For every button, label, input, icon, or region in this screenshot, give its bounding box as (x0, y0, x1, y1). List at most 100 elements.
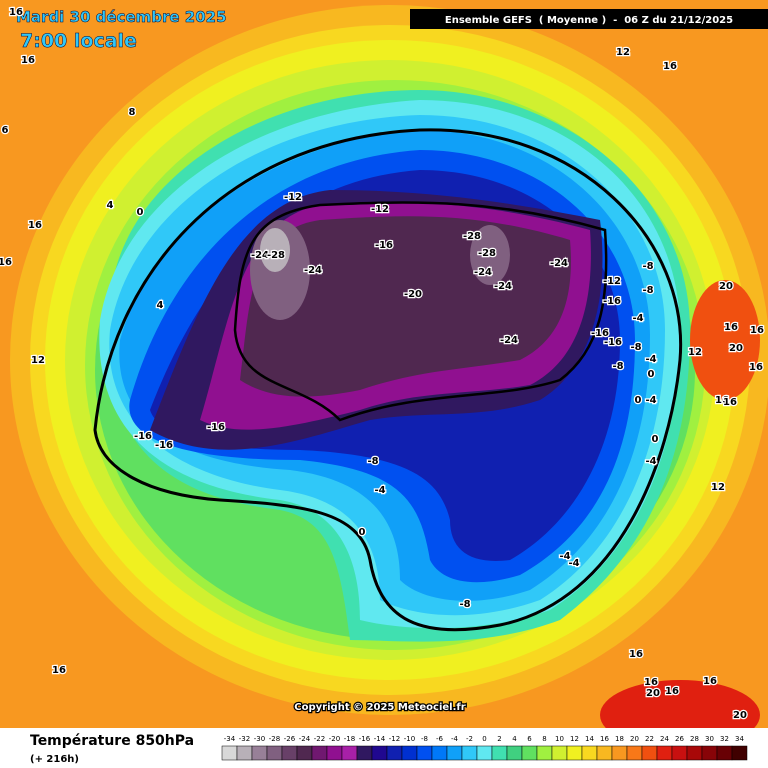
contour-label: -8 (612, 361, 623, 372)
contour-label: 16 (715, 395, 729, 406)
contour-label: -8 (459, 599, 470, 610)
scale-label: 30 (705, 735, 714, 743)
contour-label: 16 (750, 325, 764, 336)
contour-label: -4 (568, 558, 579, 569)
scale-label: 18 (615, 735, 624, 743)
contour-label: 0 (359, 527, 366, 538)
contour-label: 16 (724, 322, 738, 333)
time-title: 7:00 locale (20, 30, 137, 52)
scale-label: -4 (451, 735, 459, 743)
contour-label: 12 (688, 347, 702, 358)
scale-swatch (341, 745, 358, 761)
contour-label: -8 (642, 261, 653, 272)
contour-label: 6 (2, 125, 9, 136)
contour-label: -16 (155, 440, 173, 451)
scale-label: -30 (254, 735, 265, 743)
contour-label: -4 (559, 551, 570, 562)
scale-swatch (386, 745, 403, 761)
scale-label: 0 (482, 735, 486, 743)
scale-label: -6 (436, 735, 444, 743)
contour-label: 20 (729, 343, 743, 354)
scale-label: 32 (720, 735, 729, 743)
scale-swatch (266, 745, 283, 761)
contour-label: -20 (404, 289, 422, 300)
scale-label: -14 (374, 735, 386, 743)
contour-label: -4 (645, 354, 656, 365)
contour-label: -8 (642, 285, 653, 296)
scale-label: -10 (404, 735, 415, 743)
contour-label: -16 (134, 431, 152, 442)
contour-label: 16 (629, 649, 643, 660)
scale-label: 6 (527, 735, 532, 743)
contour-label: -28 (267, 250, 285, 261)
scale-label: 12 (570, 735, 579, 743)
contour-label: 16 (52, 665, 66, 676)
scale-label: 20 (630, 735, 639, 743)
scale-swatch (371, 745, 388, 761)
scale-swatch (731, 745, 748, 761)
scale-swatch (626, 745, 643, 761)
contour-label: -8 (630, 342, 641, 353)
contour-label: 16 (703, 676, 717, 687)
scale-label: 14 (585, 735, 594, 743)
contour-label: -12 (603, 276, 621, 287)
contour-label: -16 (207, 422, 225, 433)
contour-label: 12 (31, 355, 45, 366)
contour-label: 20 (719, 281, 733, 292)
scale-swatch (401, 745, 418, 761)
contour-label: -28 (478, 248, 496, 259)
copyright: Copyright © 2025 Meteociel.fr (294, 702, 465, 713)
contour-label: -4 (645, 395, 656, 406)
scale-swatch (431, 745, 448, 761)
scale-swatch (716, 745, 733, 761)
contour-label: 0 (652, 434, 659, 445)
scale-swatch (641, 745, 658, 761)
contour-label: 16 (723, 397, 737, 408)
contour-label: 20 (733, 710, 747, 721)
scale-label: -12 (389, 735, 400, 743)
scale-swatch (446, 745, 463, 761)
scale-swatch (701, 745, 718, 761)
contour-label: -16 (375, 240, 393, 251)
contour-label: 16 (665, 686, 679, 697)
scale-label: -34 (224, 735, 236, 743)
run-box (410, 9, 768, 29)
contour-label: 16 (663, 61, 677, 72)
contour-label: 16 (749, 362, 763, 373)
contour-label: -4 (374, 485, 385, 496)
scale-swatch (551, 745, 568, 761)
color-scale: -34 -32 -30 -28 -26 -24 -22 -20 -18 -16 -14 -12 -10-… (221, 735, 748, 761)
scale-swatch (311, 745, 328, 761)
scale-label: 4 (512, 735, 517, 743)
scale-label: -32 (239, 735, 250, 743)
contour-label: -12 (371, 204, 389, 215)
contour-label: 16 (9, 7, 23, 18)
scale-swatch (521, 745, 538, 761)
scale-label: -2 (466, 735, 473, 743)
scale-swatch (581, 745, 598, 761)
footer-title: Température 850hPa (30, 733, 194, 749)
date-title: Mardi 30 décembre 2025 (16, 8, 227, 26)
contour-label: -4 (645, 456, 656, 467)
run-info: Ensemble GEFS ( Moyenne ) - 06 Z du 21/1… (445, 15, 733, 26)
scale-swatch (281, 745, 298, 761)
scale-label: -26 (284, 735, 296, 743)
contour-label: 4 (157, 300, 164, 311)
scale-label: 16 (600, 735, 609, 743)
scale-swatch (461, 745, 478, 761)
footer-lead: (+ 216h) (30, 754, 79, 765)
scale-label: 28 (690, 735, 699, 743)
scale-swatch (326, 745, 343, 761)
contour-label: -16 (603, 296, 621, 307)
scale-swatch (686, 745, 703, 761)
contour-label: 0 (635, 395, 642, 406)
scale-swatch (536, 745, 553, 761)
scale-label: 8 (542, 735, 546, 743)
contour-labels: 1616684016164121216-12-12-16-24-28-24-20… (0, 6, 765, 723)
scale-label: 24 (660, 735, 669, 743)
contour-label: -24 (474, 267, 492, 278)
contour-label: 0 (648, 369, 655, 380)
scale-swatch (506, 745, 523, 761)
scale-swatch (491, 745, 508, 761)
